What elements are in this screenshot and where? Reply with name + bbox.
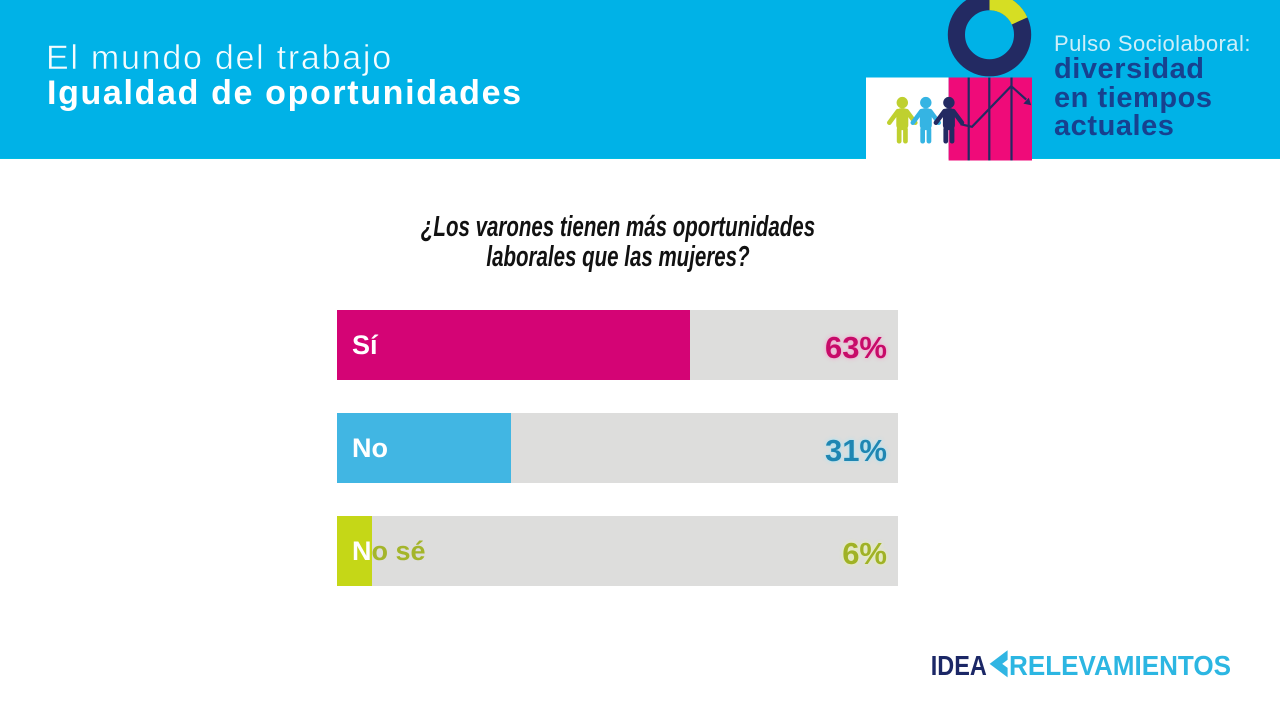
svg-text:IDEA: IDEA — [931, 650, 987, 681]
svg-text:RELEVAMIENTOS: RELEVAMIENTOS — [1009, 650, 1231, 681]
